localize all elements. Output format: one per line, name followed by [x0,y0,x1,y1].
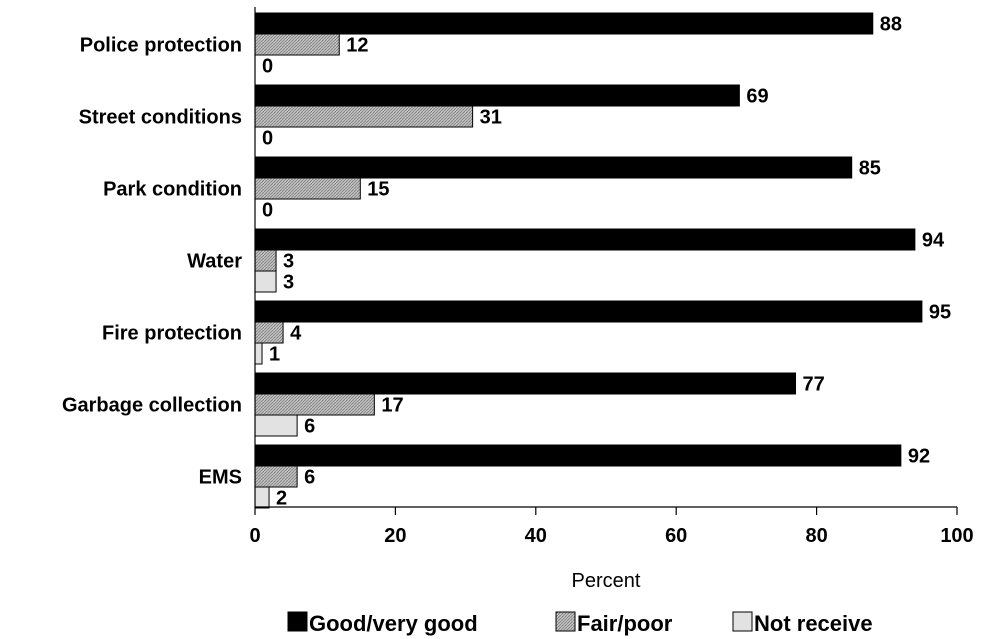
value-label-good-park-condition: 85 [859,158,881,180]
bar-fair-fire-protection [254,321,284,344]
bar-good-ems [254,444,902,467]
bar-fair-police-protection [254,33,340,56]
value-label-not-receive-park-condition: 0 [262,200,273,222]
value-label-good-fire-protection: 95 [929,302,951,324]
bar-good-fire-protection [254,300,923,323]
value-label-not-receive-street-conditions: 0 [262,128,273,150]
x-tick-label-40: 40 [525,525,547,547]
x-tick-label-60: 60 [665,525,687,547]
bar-good-water [254,228,916,251]
legend-swatch-not-receive [732,611,753,632]
bar-good-garbage-collection [254,372,797,395]
legend-label-fair: Fair/poor [577,611,673,636]
value-label-not-receive-police-protection: 0 [262,56,273,78]
legend-swatch-fair [555,611,576,632]
bar-fair-garbage-collection [254,393,375,416]
category-label-garbage-collection: Garbage collection [62,395,242,417]
category-label-street-conditions: Street conditions [79,107,242,129]
value-label-fair-fire-protection: 4 [290,323,302,345]
value-label-fair-police-protection: 12 [346,35,368,57]
value-label-good-police-protection: 88 [880,14,902,36]
bar-fair-ems [254,465,298,488]
value-label-good-garbage-collection: 77 [803,374,825,396]
category-label-ems: EMS [199,467,242,489]
value-label-not-receive-garbage-collection: 6 [304,416,315,438]
x-axis-label: Percent [572,570,641,592]
category-label-park-condition: Park condition [103,179,242,201]
legend-swatch-good [287,611,308,632]
bar-not-receive-fire-protection [254,342,263,365]
value-label-fair-park-condition: 15 [367,179,389,201]
bar-not-receive-ems [254,486,270,509]
bar-fair-water [254,249,277,272]
value-label-good-water: 94 [922,230,945,252]
category-label-fire-protection: Fire protection [102,323,242,345]
bar-not-receive-water [254,270,277,293]
legend: Good/very good Fair/poor Not receive [287,611,873,636]
value-label-fair-garbage-collection: 17 [381,395,403,417]
value-label-good-street-conditions: 69 [746,86,768,108]
category-label-water: Water [187,251,242,273]
value-label-good-ems: 92 [908,446,930,468]
bars-group [254,12,923,509]
bar-good-park-condition [254,156,853,179]
value-label-fair-ems: 6 [304,467,315,489]
bar-not-receive-garbage-collection [254,414,298,437]
bar-fair-street-conditions [254,105,474,128]
x-tick-label-80: 80 [805,525,827,547]
category-label-police-protection: Police protection [80,35,242,57]
bar-good-police-protection [254,12,874,35]
bar-fair-park-condition [254,177,361,200]
legend-label-not-receive: Not receive [754,611,873,636]
legend-label-good: Good/very good [309,611,478,636]
bar-good-street-conditions [254,84,740,107]
value-label-not-receive-ems: 2 [276,488,287,510]
x-tick-label-20: 20 [384,525,406,547]
category-labels-group: Police protection Street conditions Park c… [62,35,242,489]
value-label-fair-water: 3 [283,251,294,273]
x-tick-label-0: 0 [249,525,260,547]
x-tick-label-100: 100 [940,525,973,547]
value-label-not-receive-fire-protection: 1 [269,344,280,366]
axes-group: 0 20 40 60 80 100 [249,7,974,547]
value-label-fair-street-conditions: 31 [480,107,502,129]
value-label-not-receive-water: 3 [283,272,294,294]
